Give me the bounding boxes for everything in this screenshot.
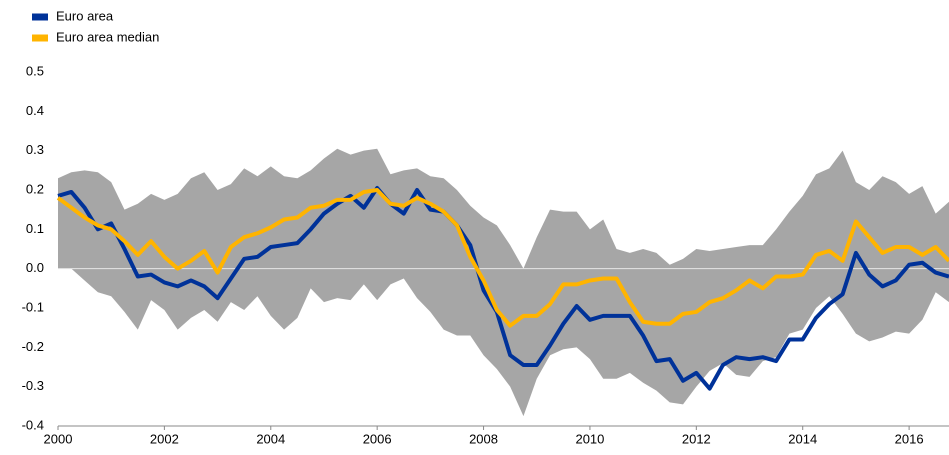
x-tick-label: 2014 — [788, 431, 817, 446]
x-tick-label: 2016 — [895, 431, 924, 446]
series-line — [57, 186, 949, 391]
y-tick-label: 0.0 — [26, 260, 44, 275]
y-tick-label: -0.1 — [22, 299, 44, 314]
x-tick-label: 2010 — [575, 431, 604, 446]
x-tick-label: 2008 — [469, 431, 498, 446]
legend-label: Euro area — [56, 8, 114, 23]
range-band — [58, 148, 949, 417]
x-tick-label: 2006 — [363, 431, 392, 446]
legend-label: Euro area median — [56, 29, 159, 44]
y-tick-label: 0.4 — [26, 103, 44, 118]
y-tick-label: 0.2 — [26, 181, 44, 196]
y-tick-label: 0.3 — [26, 142, 44, 157]
x-tick-label: 2000 — [44, 431, 73, 446]
y-tick-label: -0.3 — [22, 378, 44, 393]
x-tick-label: 2004 — [256, 431, 285, 446]
legend-swatch — [32, 34, 48, 42]
y-tick-label: -0.2 — [22, 339, 44, 354]
y-tick-label: -0.4 — [22, 417, 44, 432]
x-tick-label: 2012 — [682, 431, 711, 446]
x-tick-label: 2002 — [150, 431, 179, 446]
legend-swatch — [32, 13, 48, 21]
y-tick-label: 0.5 — [26, 63, 44, 78]
series-line — [56, 188, 949, 328]
y-tick-label: 0.1 — [26, 221, 44, 236]
